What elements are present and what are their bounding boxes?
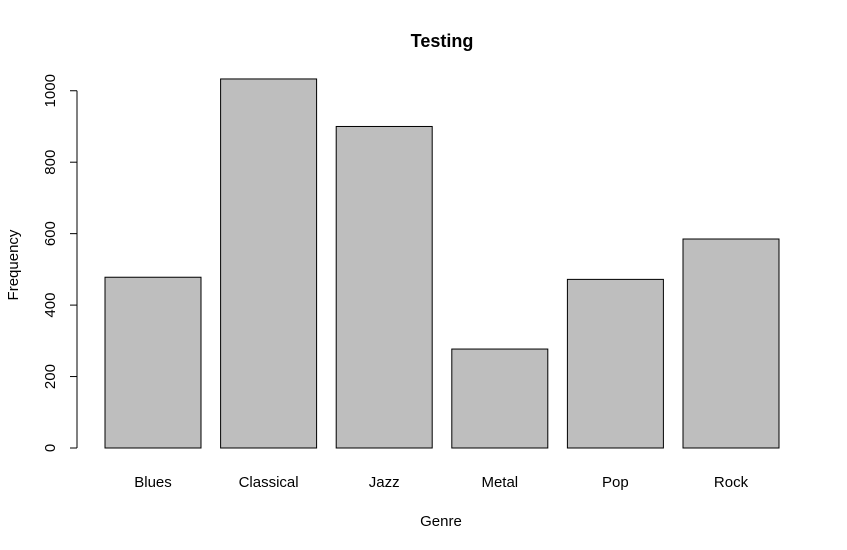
x-category-label: Rock: [714, 474, 749, 491]
bar-metal: [451, 348, 549, 449]
y-tick-label: 600: [42, 221, 59, 246]
bar-blues: [104, 276, 202, 449]
x-category-label: Blues: [134, 474, 172, 491]
y-axis-ticks: 0 200 400 600 800 1000: [42, 74, 77, 452]
bar-jazz: [335, 125, 433, 449]
y-tick-label: 400: [42, 293, 59, 318]
y-tick-label: 0: [42, 444, 59, 452]
x-axis-label: Genre: [420, 513, 462, 530]
bar-rock: [682, 238, 780, 449]
x-axis-category-labels: Blues Classical Jazz Metal Pop Rock: [134, 474, 748, 491]
x-category-label: Metal: [481, 474, 518, 491]
y-axis-label: Frequency: [5, 229, 22, 300]
y-tick-label: 1000: [42, 74, 59, 107]
bar-classical: [220, 78, 318, 449]
chart-title: Testing: [411, 31, 474, 51]
y-tick-label: 200: [42, 364, 59, 389]
x-category-label: Jazz: [369, 474, 400, 491]
bar-pop: [566, 278, 664, 449]
bars: [104, 78, 780, 449]
x-category-label: Pop: [602, 474, 629, 491]
y-tick-label: 800: [42, 150, 59, 175]
x-category-label: Classical: [239, 474, 299, 491]
